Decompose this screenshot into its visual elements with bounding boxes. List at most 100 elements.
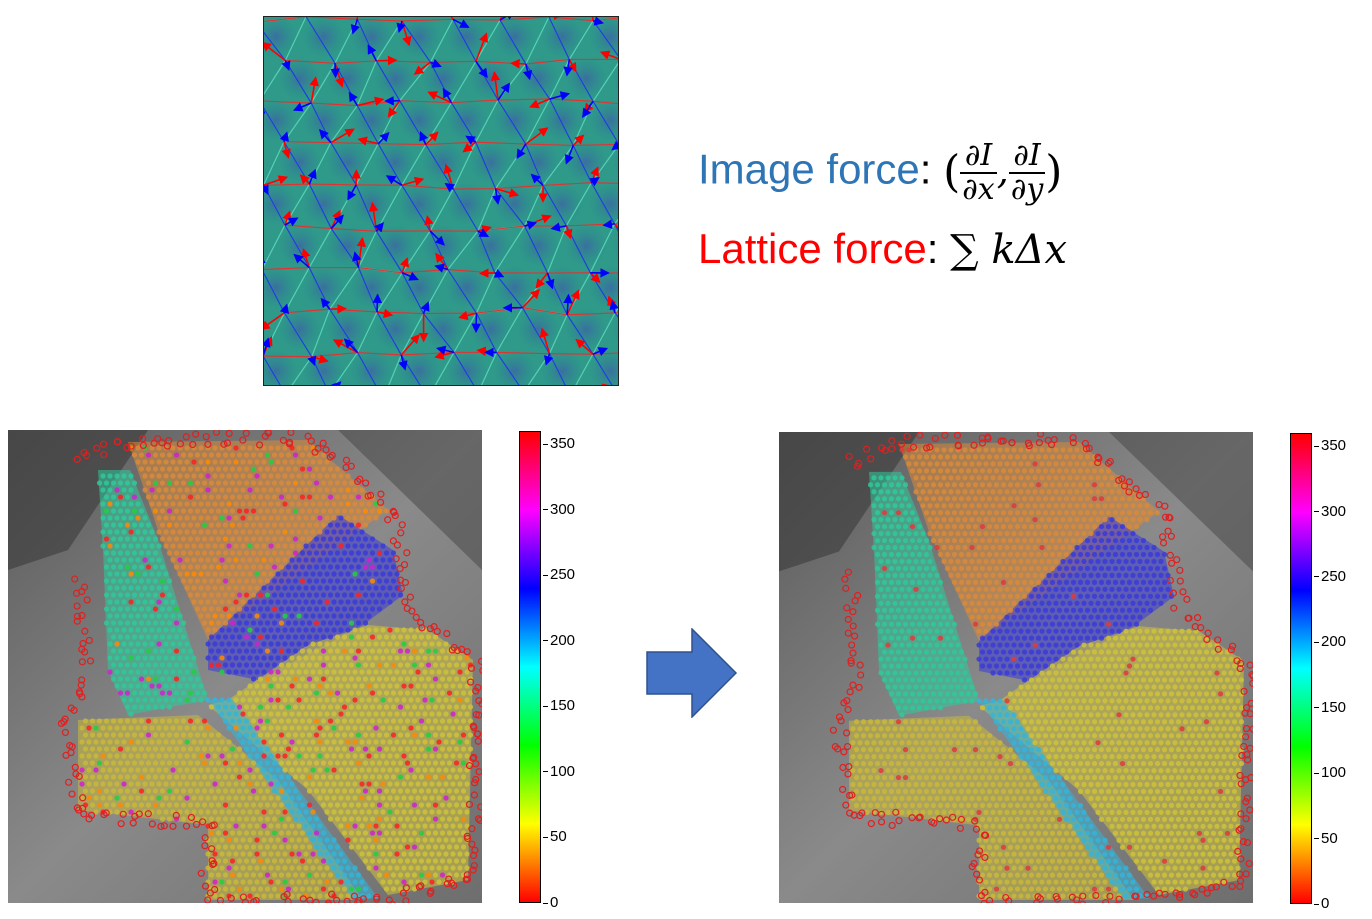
atom-dot xyxy=(429,795,435,801)
atom-dot xyxy=(268,851,274,857)
atom-dot xyxy=(429,725,435,731)
atom-dot xyxy=(103,788,110,794)
atom-dot xyxy=(439,648,446,654)
boundary-atom xyxy=(73,602,81,610)
atom-dot xyxy=(107,767,113,773)
atom-dot xyxy=(299,466,306,472)
atom-dot xyxy=(198,459,204,465)
atom-dot xyxy=(348,536,355,542)
atom-dot xyxy=(310,501,316,507)
atom-dot xyxy=(1158,670,1164,676)
atom-dot xyxy=(89,774,96,780)
atom-dot xyxy=(250,872,257,878)
atom-dot xyxy=(338,543,344,549)
atom-dot xyxy=(888,635,895,641)
atom-dot xyxy=(219,781,225,787)
atom-dot xyxy=(110,760,117,766)
atom-dot xyxy=(215,480,222,486)
atom-dot xyxy=(222,844,229,850)
atom-dot xyxy=(1112,663,1119,669)
atom-dot xyxy=(909,579,916,585)
atom-dot xyxy=(208,830,215,836)
atom-dot xyxy=(916,524,923,530)
atom-dot xyxy=(135,459,141,465)
atom-dot xyxy=(394,739,400,745)
atom-dot xyxy=(250,886,257,892)
atom-dot xyxy=(166,522,173,528)
atom-dot xyxy=(128,753,134,759)
atom-dot xyxy=(958,496,965,502)
atom-dot xyxy=(453,844,460,850)
atom-dot xyxy=(110,802,117,808)
atom-dot xyxy=(275,893,281,899)
atom-dot xyxy=(268,837,274,843)
atom-dot xyxy=(436,697,442,703)
atom-dot xyxy=(969,489,975,495)
atom-dot xyxy=(923,565,930,572)
mesh-line xyxy=(434,352,455,385)
atom-dot xyxy=(331,543,337,549)
atom-dot xyxy=(404,634,411,640)
atom-dot xyxy=(128,809,134,815)
atom-dot xyxy=(390,662,397,668)
atom-dot xyxy=(436,767,442,773)
atom-dot xyxy=(453,830,460,836)
atom-dot xyxy=(166,606,173,612)
atom-dot xyxy=(212,893,218,899)
atom-dot xyxy=(941,530,947,537)
atom-dot xyxy=(1028,607,1035,613)
atom-dot xyxy=(439,662,446,668)
atom-dot xyxy=(303,473,309,479)
atom-dot xyxy=(348,550,355,556)
atom-dot xyxy=(124,634,131,640)
boundary-atom xyxy=(399,889,408,897)
atom-dot xyxy=(219,487,225,493)
atom-dot xyxy=(324,697,330,703)
atom-dot xyxy=(236,886,243,892)
atom-dot xyxy=(103,592,110,598)
image-force-arrow xyxy=(564,145,574,165)
atom-dot xyxy=(313,732,320,738)
atom-dot xyxy=(306,606,313,612)
atom-dot xyxy=(1077,663,1084,669)
atom-dot xyxy=(170,739,176,745)
atom-dot xyxy=(338,781,344,787)
atom-dot xyxy=(264,564,271,570)
atom-dot xyxy=(306,676,313,682)
atom-dot xyxy=(215,648,222,654)
boundary-atom xyxy=(343,897,351,903)
atom-dot xyxy=(373,627,379,633)
mesh-line xyxy=(357,230,378,268)
atom-dot xyxy=(913,628,919,634)
atom-dot xyxy=(972,551,979,558)
atom-dot xyxy=(152,648,159,654)
atom-dot xyxy=(415,725,421,731)
atom-dot xyxy=(243,858,250,864)
atom-dot xyxy=(1070,649,1077,655)
atom-dot xyxy=(383,788,390,794)
atom-dot xyxy=(390,816,397,822)
atom-dot xyxy=(114,473,120,479)
atom-dot xyxy=(173,760,180,766)
atom-dot xyxy=(916,621,923,627)
atom-dot xyxy=(1161,579,1168,585)
boundary-atom xyxy=(79,794,87,802)
atom-dot xyxy=(415,683,421,689)
atom-dot xyxy=(338,613,344,619)
atom-dot xyxy=(976,600,982,606)
atom-dot xyxy=(899,544,905,551)
atom-dot xyxy=(1032,656,1038,662)
atom-dot xyxy=(1070,496,1077,502)
atom-dot xyxy=(317,585,323,591)
atom-dot xyxy=(436,851,442,857)
atom-dot xyxy=(114,585,120,591)
atom-dot xyxy=(941,698,947,704)
atom-dot xyxy=(1032,586,1038,592)
atom-dot xyxy=(170,459,176,465)
atom-dot xyxy=(219,571,225,577)
atom-dot xyxy=(275,851,281,857)
atom-dot xyxy=(79,767,85,773)
atom-dot xyxy=(1025,572,1031,578)
atom-dot xyxy=(871,530,877,537)
atom-dot xyxy=(334,662,341,668)
